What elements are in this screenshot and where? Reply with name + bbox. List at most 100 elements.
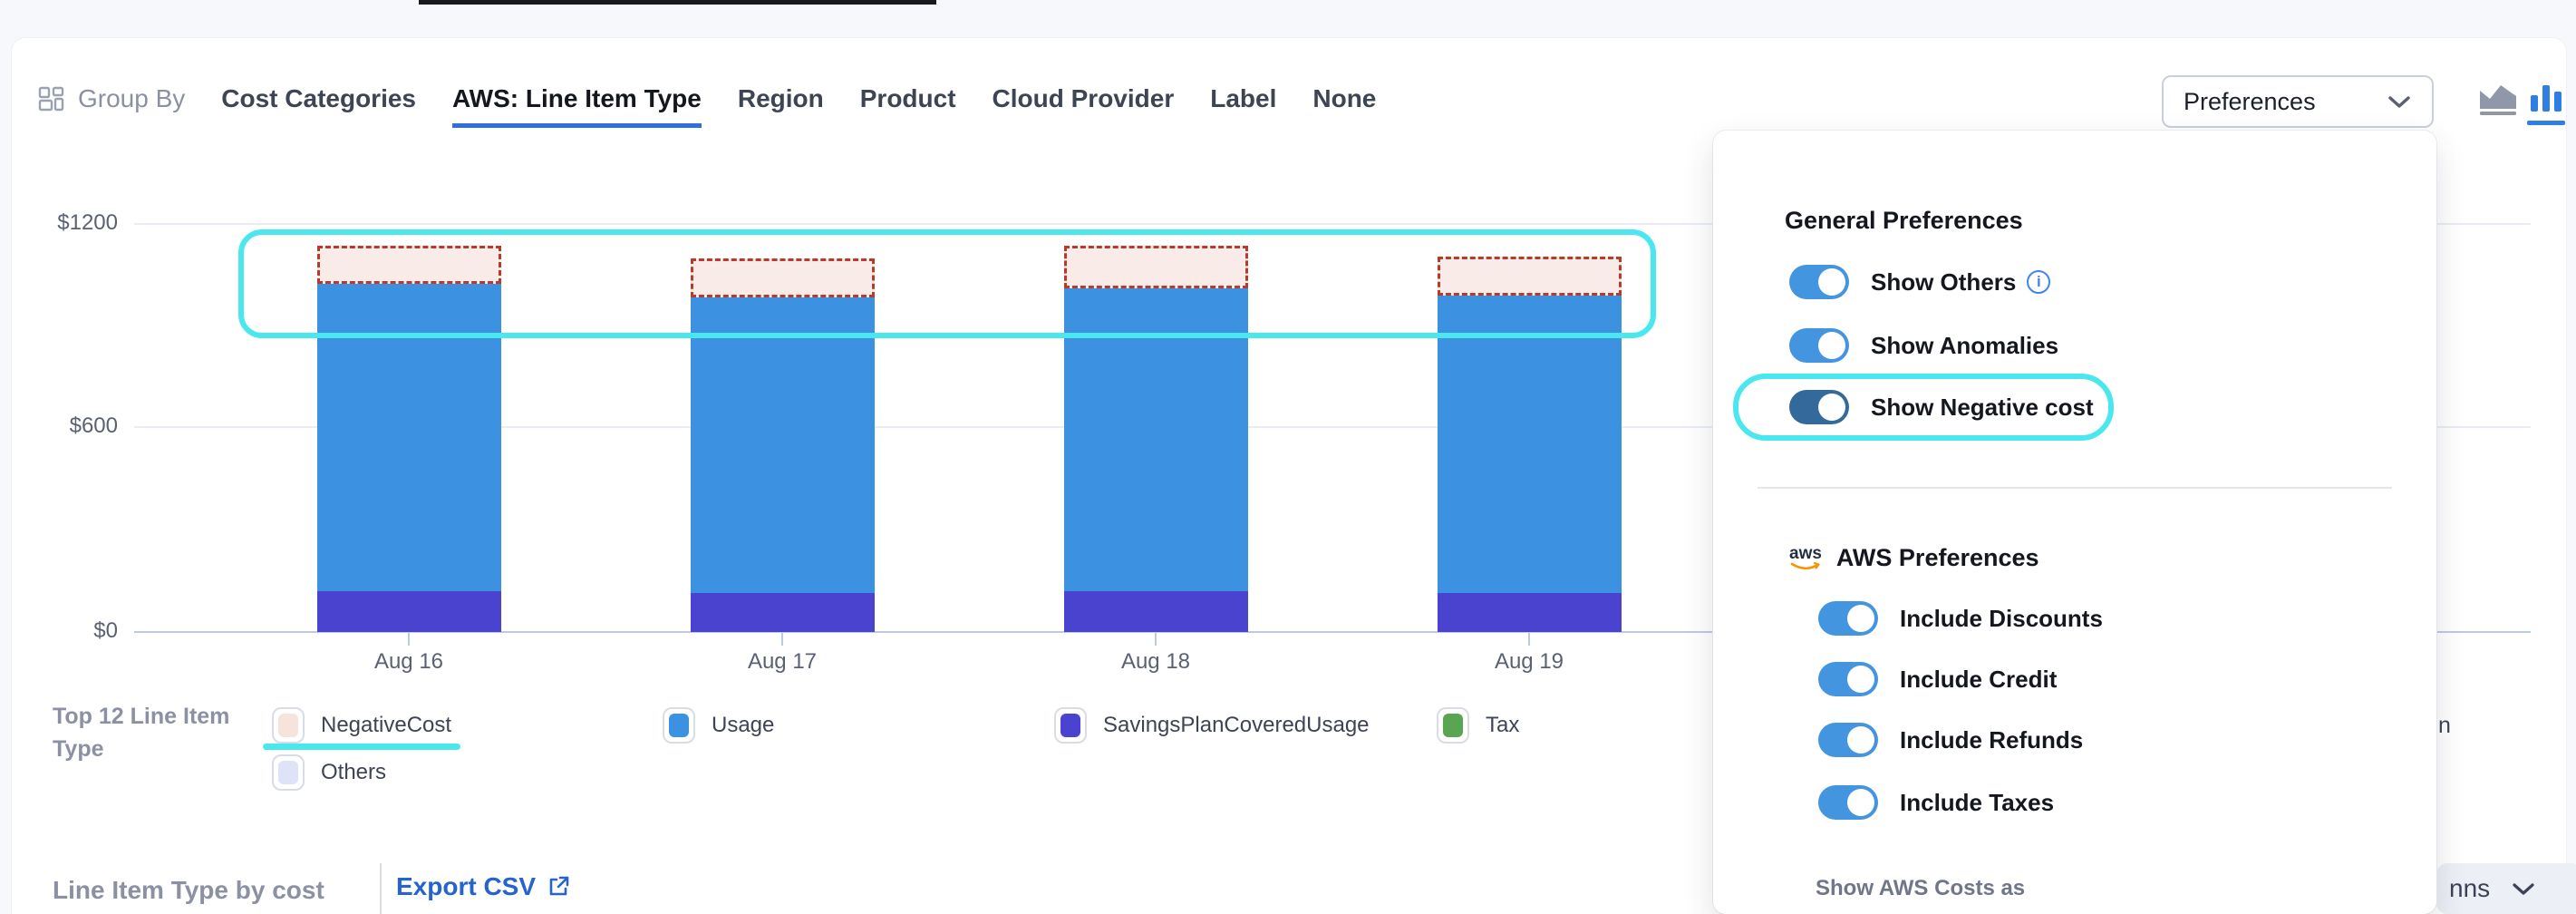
x-axis-line xyxy=(134,631,2531,633)
y-tick-label-600: $600 xyxy=(69,413,118,438)
legend-item-usage[interactable]: Usage xyxy=(663,705,774,745)
toggle-knob xyxy=(1818,268,1845,296)
toggle-row-show-anomalies: Show Anomalies xyxy=(1789,328,2058,363)
tab-cost-categories[interactable]: Cost Categories xyxy=(221,84,416,112)
tab-region[interactable]: Region xyxy=(737,84,824,112)
y-tick-label-0: $0 xyxy=(93,618,118,643)
bar-segment-savingsplancoveredusage[interactable] xyxy=(316,591,501,632)
bar-segment-negativecost[interactable] xyxy=(1063,246,1248,289)
group-by-label: Group By xyxy=(78,84,186,112)
toggle-label: Include Refunds xyxy=(1900,725,2084,754)
group-by-label-group: Group By xyxy=(38,83,185,114)
bar-segment-savingsplancoveredusage[interactable] xyxy=(690,592,875,632)
legend-item-others[interactable]: Others xyxy=(272,753,386,792)
toggle-row-include-discounts: Include Discounts xyxy=(1818,601,2103,636)
legend-label: NegativeCost xyxy=(321,713,452,737)
legend-label: SavingsPlanCoveredUsage xyxy=(1103,713,1370,737)
top-edge-artifact xyxy=(419,0,936,5)
toggle-include-refunds[interactable] xyxy=(1818,723,1878,757)
toggle-include-credit[interactable] xyxy=(1818,662,1878,696)
toggle-show-anomalies[interactable] xyxy=(1789,328,1849,363)
legend-swatch xyxy=(1437,707,1469,744)
bar-segment-usage[interactable] xyxy=(316,283,501,591)
preferences-label: Preferences xyxy=(2184,87,2316,115)
legend-swatch xyxy=(663,707,695,744)
toggle-row-include-refunds: Include Refunds xyxy=(1818,723,2083,757)
export-csv-link[interactable]: Export CSV xyxy=(396,872,570,901)
tab-aws-line-item-type[interactable]: AWS: Line Item Type xyxy=(452,83,702,128)
chevron-down-icon xyxy=(2512,881,2535,896)
y-tick-label-1200: $1200 xyxy=(57,210,118,235)
toggle-knob xyxy=(1818,332,1845,359)
bar-segment-negativecost[interactable] xyxy=(690,258,875,297)
toggle-row-include-taxes: Include Taxes xyxy=(1818,785,2054,820)
group-by-tab-bar: Group By Cost Categories AWS: Line Item T… xyxy=(38,83,1376,128)
x-axis-tick xyxy=(1528,633,1530,646)
general-preferences-heading: General Preferences xyxy=(1785,207,2023,234)
legend-label: Usage xyxy=(712,713,775,737)
bar-segment-savingsplancoveredusage[interactable] xyxy=(1063,591,1248,632)
tab-none[interactable]: None xyxy=(1312,84,1377,112)
gridline-1200 xyxy=(134,223,2531,225)
toggle-show-others[interactable] xyxy=(1789,265,1849,299)
x-tick-label: Aug 16 xyxy=(373,649,444,674)
bar-segment-usage[interactable] xyxy=(690,297,875,593)
columns-dropdown-button-partial[interactable]: nns xyxy=(2436,863,2576,914)
x-axis-tick xyxy=(408,633,410,646)
legend-swatch xyxy=(272,754,305,791)
aws-preferences-heading-row: aws AWS Preferences xyxy=(1789,542,2039,573)
legend-item-negativecost[interactable]: NegativeCost xyxy=(272,705,451,745)
bar-segment-negativecost[interactable] xyxy=(1437,256,1622,296)
legend-item-tax[interactable]: Tax xyxy=(1437,705,1519,745)
area-chart-icon[interactable] xyxy=(2476,80,2520,124)
toggle-include-discounts[interactable] xyxy=(1818,601,1878,636)
toggle-show-negative-cost[interactable] xyxy=(1789,390,1849,424)
toggle-knob xyxy=(1847,789,1874,816)
external-link-icon xyxy=(547,875,570,899)
toggle-label: Show Negative cost xyxy=(1871,393,2094,421)
group-by-icon xyxy=(38,85,65,112)
bar-segment-usage[interactable] xyxy=(1063,288,1248,591)
bar-segment-negativecost[interactable] xyxy=(316,246,501,284)
toggle-row-include-credit: Include Credit xyxy=(1818,662,2057,696)
export-csv-label: Export CSV xyxy=(396,872,537,900)
toggle-knob xyxy=(1847,726,1874,754)
legend-swatch-color xyxy=(669,714,689,737)
toggle-include-taxes[interactable] xyxy=(1818,785,1878,820)
legend-swatch-color xyxy=(1443,714,1463,737)
bar-segment-usage[interactable] xyxy=(1437,295,1622,593)
tab-label[interactable]: Label xyxy=(1210,84,1277,112)
legend-label: Tax xyxy=(1486,713,1520,737)
toggle-label: Include Discounts xyxy=(1900,604,2103,632)
x-tick-label: Aug 18 xyxy=(1120,649,1191,674)
gridline-600 xyxy=(134,426,2531,428)
legend-swatch-color xyxy=(1060,714,1080,737)
highlight-legend-negativecost-annotation xyxy=(263,744,460,750)
aws-preferences-heading: AWS Preferences xyxy=(1835,544,2039,571)
bar-chart-active-indicator xyxy=(2527,121,2565,125)
x-tick-label: Aug 19 xyxy=(1494,649,1564,674)
x-axis-tick xyxy=(781,633,783,646)
footer-divider xyxy=(380,863,382,914)
bar-chart-icon[interactable] xyxy=(2529,80,2563,124)
toggle-knob xyxy=(1847,605,1874,632)
legend-swatch-color xyxy=(278,714,298,737)
chevron-down-icon xyxy=(2387,93,2412,110)
preferences-dropdown-button[interactable]: Preferences xyxy=(2162,75,2434,128)
preferences-panel: General Preferences Show Others i Show Ano… xyxy=(1713,131,2436,914)
aws-logo-icon: aws xyxy=(1789,545,1822,571)
legend-swatch xyxy=(1054,707,1087,744)
tab-product[interactable]: Product xyxy=(859,84,956,112)
info-icon[interactable]: i xyxy=(2027,270,2051,294)
x-axis-tick xyxy=(1155,633,1157,646)
legend-item-savingsplancoveredusage[interactable]: SavingsPlanCoveredUsage xyxy=(1054,705,1370,745)
bar-segment-savingsplancoveredusage[interactable] xyxy=(1437,592,1622,632)
legend-title: Top 12 Line Item Type xyxy=(53,704,230,762)
toggle-label: Include Taxes xyxy=(1900,788,2055,816)
x-tick-label: Aug 17 xyxy=(747,649,818,674)
toggle-row-show-others: Show Others i xyxy=(1789,265,2051,299)
tab-cloud-provider[interactable]: Cloud Provider xyxy=(992,84,1175,112)
legend-swatch xyxy=(272,707,305,744)
legend-item-partial: n xyxy=(2438,713,2451,738)
